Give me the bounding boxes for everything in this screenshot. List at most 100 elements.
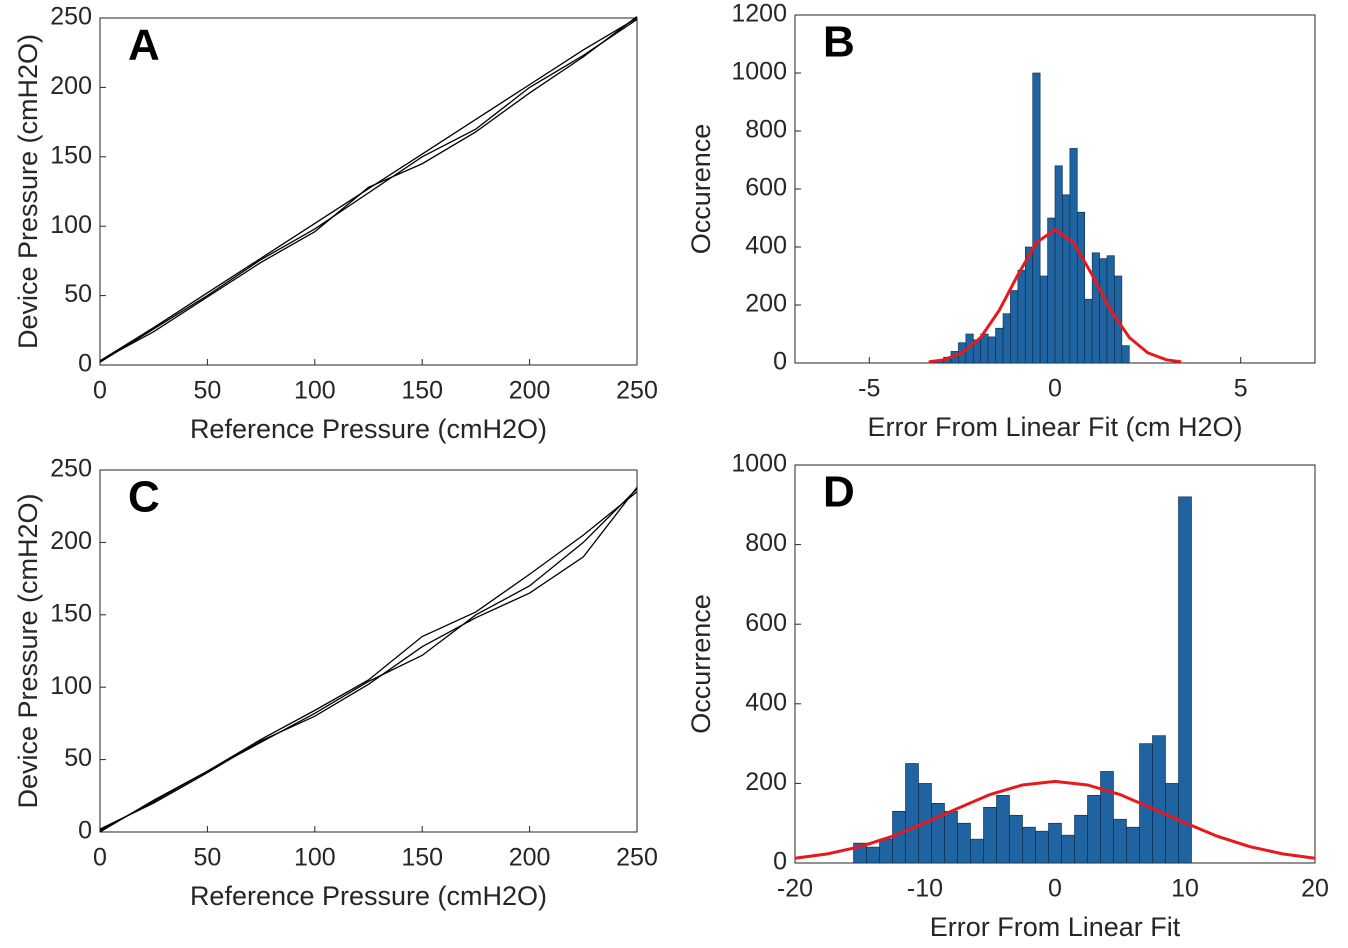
histogram-bar <box>1100 771 1114 864</box>
y-tick-label: 150 <box>50 141 92 169</box>
y-tick-label: 400 <box>745 688 787 716</box>
histogram-bar <box>944 810 958 864</box>
histogram-bar <box>970 838 984 864</box>
y-tick-label: 0 <box>78 350 92 378</box>
x-tick-label: 0 <box>93 377 107 405</box>
histogram-bar <box>957 822 971 864</box>
histogram-bar <box>1091 252 1100 364</box>
y-tick-label: 200 <box>745 768 787 796</box>
x-tick-label: 0 <box>1048 375 1062 403</box>
histogram-bar <box>983 806 997 864</box>
x-tick-label: 100 <box>294 377 336 405</box>
histogram-bar <box>905 763 919 864</box>
x-tick-label: 100 <box>294 844 336 872</box>
x-tick-label: 150 <box>401 844 443 872</box>
x-tick-label: 50 <box>193 377 221 405</box>
x-tick-label: 0 <box>1048 875 1062 903</box>
y-tick-label: 200 <box>50 527 92 555</box>
plot-frame <box>99 469 638 833</box>
plot-frame <box>794 464 1316 864</box>
y-tick-label: 100 <box>50 672 92 700</box>
fit-curve <box>928 227 1182 364</box>
histogram-bar <box>1024 246 1034 364</box>
histogram-bar <box>1010 290 1019 364</box>
x-tick-label: 150 <box>401 377 443 405</box>
histogram-bar <box>1047 217 1056 364</box>
y-tick-label: 800 <box>745 529 787 557</box>
x-tick-label: 250 <box>616 844 658 872</box>
histogram-bar <box>1084 298 1093 364</box>
x-tick-label: -20 <box>777 875 813 903</box>
y-tick-label: 1200 <box>731 0 787 28</box>
histogram-bar <box>1061 834 1075 864</box>
histogram-bar <box>1099 258 1108 364</box>
x-axis-label: Error From Linear Fit <box>930 912 1181 942</box>
data-line <box>99 18 638 363</box>
y-tick-label: 250 <box>50 3 92 31</box>
fit-curve <box>794 779 1316 860</box>
y-tick-label: 50 <box>64 744 92 772</box>
y-tick-label: 0 <box>773 848 787 876</box>
y-tick-label: 600 <box>745 609 787 637</box>
histogram-bar <box>1039 275 1048 364</box>
histogram-bar <box>1032 72 1041 364</box>
histogram-bar <box>931 802 945 864</box>
y-tick-label: 0 <box>78 817 92 845</box>
y-tick-label: 800 <box>745 116 787 144</box>
x-tick-label: 200 <box>509 377 551 405</box>
y-axis-label: Occurrence <box>686 594 716 734</box>
panel-letter: C <box>128 473 160 522</box>
histogram-bar <box>1054 165 1063 364</box>
data-line <box>99 17 638 362</box>
x-tick-label: 20 <box>1301 875 1329 903</box>
y-tick-label: 100 <box>50 211 92 239</box>
histogram-bar <box>1152 735 1166 864</box>
histogram-bar <box>1035 830 1049 864</box>
y-tick-label: 150 <box>50 599 92 627</box>
data-line <box>99 488 638 832</box>
histogram-bar <box>1113 818 1127 864</box>
y-tick-label: 200 <box>50 72 92 100</box>
histogram-bar <box>1002 313 1011 364</box>
histogram-bar <box>987 336 996 364</box>
data-line <box>99 491 638 833</box>
histogram-bar <box>1069 148 1078 364</box>
x-axis-label: Error From Linear Fit (cm H2O) <box>867 412 1242 442</box>
x-tick-label: 5 <box>1234 375 1248 403</box>
histogram-bar <box>1126 826 1140 864</box>
histogram-bar <box>996 795 1010 864</box>
y-tick-label: 250 <box>50 455 92 483</box>
histogram-bar <box>1178 496 1192 864</box>
histogram-bar <box>1062 194 1071 364</box>
y-tick-label: 200 <box>745 290 787 318</box>
data-line <box>99 486 638 830</box>
y-axis-label: Device Pressure (cmH2O) <box>13 493 43 808</box>
histogram-bar <box>1121 345 1130 364</box>
y-tick-label: 1000 <box>731 58 787 86</box>
x-tick-label: 10 <box>1171 875 1199 903</box>
data-line <box>99 16 638 362</box>
plot-frame <box>99 17 638 366</box>
y-axis-label: Occurence <box>686 124 716 255</box>
x-axis-label: Reference Pressure (cmH2O) <box>190 414 547 444</box>
histogram-bar <box>1009 814 1023 864</box>
histogram-bar <box>995 327 1004 364</box>
y-tick-label: 0 <box>773 348 787 376</box>
panel-letter: D <box>823 468 855 517</box>
histogram-bar <box>879 838 893 864</box>
histogram-bar <box>1048 822 1062 864</box>
histogram-bar <box>1076 211 1086 364</box>
y-axis-label: Device Pressure (cmH2O) <box>13 34 43 349</box>
y-tick-label: 600 <box>745 174 787 202</box>
x-tick-label: 0 <box>93 844 107 872</box>
panel-letter: B <box>823 18 855 67</box>
histogram-bar <box>1165 783 1179 864</box>
histogram-bar <box>1087 795 1101 864</box>
x-tick-label: 50 <box>193 844 221 872</box>
x-tick-label: 200 <box>509 844 551 872</box>
panel-letter: A <box>128 21 160 70</box>
x-tick-label: -10 <box>907 875 943 903</box>
histogram-bar <box>866 846 880 864</box>
x-tick-label: 250 <box>616 377 658 405</box>
